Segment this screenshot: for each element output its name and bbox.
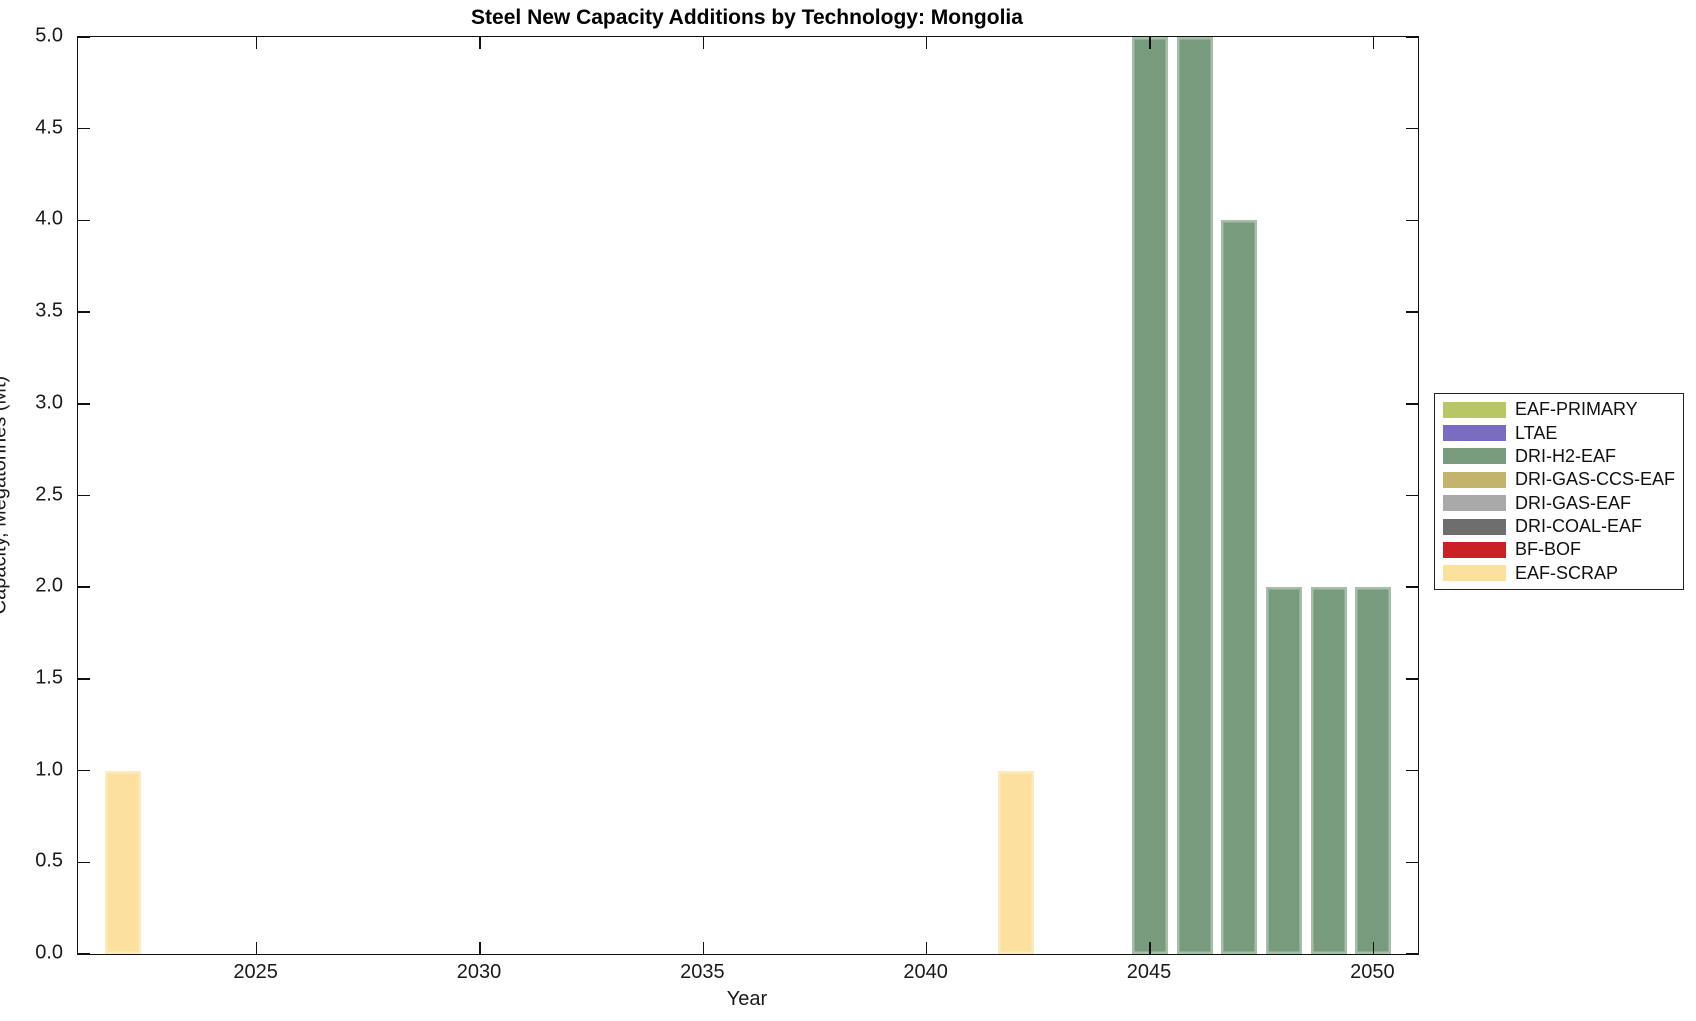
x-tick-mark-top — [925, 37, 928, 49]
y-tick-mark-left — [78, 586, 90, 588]
legend-swatch-dri-gas-ccs-eaf — [1443, 471, 1506, 488]
legend-swatch-eaf-primary — [1443, 401, 1506, 418]
x-tick-mark-bottom — [1372, 942, 1375, 954]
y-tick-mark-right — [1406, 769, 1418, 772]
x-tick-mark-top — [255, 37, 258, 49]
x-tick-mark-top — [1149, 37, 1151, 49]
x-tick-label-2045: 2045 — [1126, 961, 1172, 983]
legend-swatch-dri-coal-eaf — [1443, 518, 1506, 535]
y-axis-label: Capacity, Megatonnes (Mt) — [0, 375, 11, 615]
legend-swatch-ltae — [1443, 425, 1506, 442]
legend-item-eaf-scrap: EAF-SCRAP — [1435, 563, 1683, 584]
y-tick-label-2.5: 2.5 — [35, 483, 63, 505]
x-tick-mark-bottom — [1149, 942, 1151, 954]
x-tick-label-2035: 2035 — [680, 961, 725, 983]
y-tick-mark-left — [78, 494, 90, 497]
legend-swatch-bf-bof — [1443, 541, 1506, 558]
x-tick-mark-top — [702, 37, 705, 49]
y-tick-label-3.0: 3.0 — [35, 391, 63, 414]
y-tick-mark-left — [78, 403, 90, 405]
legend-item-bf-bof: BF-BOF — [1435, 539, 1683, 560]
bar-2049-dri-h2-eaf — [1310, 587, 1347, 954]
x-tick-label-2030: 2030 — [456, 961, 502, 983]
x-tick-label-2040: 2040 — [903, 961, 948, 983]
bar-2042-eaf-scrap — [998, 770, 1034, 954]
bar-2022-eaf-scrap — [104, 770, 141, 954]
x-tick-mark-bottom — [479, 942, 481, 954]
legend-item-dri-gas-ccs-eaf: DRI-GAS-CCS-EAF — [1435, 469, 1683, 490]
legend-label-bf-bof: BF-BOF — [1515, 539, 1581, 560]
legend-label-dri-coal-eaf: DRI-COAL-EAF — [1515, 516, 1643, 537]
legend-label-ltae: LTAE — [1515, 422, 1558, 443]
x-tick-label-2050: 2050 — [1350, 961, 1395, 983]
x-tick-mark-top — [479, 37, 481, 49]
x-tick-mark-bottom — [925, 942, 928, 954]
y-tick-mark-left — [78, 769, 90, 772]
legend-item-ltae: LTAE — [1435, 423, 1683, 444]
legend-item-dri-h2-eaf: DRI-H2-EAF — [1435, 446, 1683, 467]
x-axis-label: Year — [726, 988, 768, 1010]
x-tick-label-2025: 2025 — [233, 961, 278, 983]
legend-item-dri-gas-eaf: DRI-GAS-EAF — [1435, 493, 1683, 514]
y-tick-mark-left — [78, 678, 90, 680]
bar-2048-dri-h2-eaf — [1266, 587, 1302, 954]
y-tick-label-4.5: 4.5 — [35, 116, 63, 139]
y-tick-mark-right — [1406, 678, 1418, 680]
y-tick-label-4.0: 4.0 — [35, 207, 63, 230]
legend-item-dri-coal-eaf: DRI-COAL-EAF — [1435, 516, 1683, 537]
y-tick-mark-left — [78, 861, 90, 864]
y-tick-mark-right — [1406, 311, 1418, 313]
legend-label-dri-h2-eaf: DRI-H2-EAF — [1515, 445, 1617, 466]
y-tick-mark-left — [78, 953, 90, 955]
y-tick-label-1.0: 1.0 — [35, 758, 63, 781]
y-tick-mark-right — [1406, 36, 1418, 38]
y-tick-mark-right — [1406, 861, 1418, 864]
y-tick-mark-right — [1406, 586, 1418, 588]
y-tick-label-0.0: 0.0 — [35, 941, 63, 964]
bar-2047-dri-h2-eaf — [1221, 220, 1258, 954]
x-tick-mark-top — [1372, 37, 1375, 49]
legend-swatch-eaf-scrap — [1443, 565, 1506, 582]
legend-swatch-dri-h2-eaf — [1443, 448, 1506, 465]
legend-label-eaf-primary: EAF-PRIMARY — [1515, 399, 1638, 420]
y-tick-mark-left — [78, 219, 90, 222]
plot-area — [77, 36, 1419, 955]
y-tick-mark-right — [1406, 127, 1418, 130]
legend: EAF-PRIMARY LTAE DRI-H2-EAF DRI-GAS-CCS-EAF… — [1434, 393, 1684, 590]
y-tick-label-2.0: 2.0 — [35, 574, 63, 597]
y-tick-label-0.5: 0.5 — [35, 849, 63, 872]
y-tick-mark-right — [1406, 403, 1418, 405]
y-tick-mark-right — [1406, 494, 1418, 497]
y-tick-mark-left — [78, 36, 90, 38]
y-tick-mark-left — [78, 311, 90, 313]
legend-swatch-dri-gas-eaf — [1443, 495, 1506, 512]
y-tick-mark-left — [78, 127, 90, 130]
legend-label-dri-gas-eaf: DRI-GAS-EAF — [1515, 492, 1632, 513]
x-tick-mark-bottom — [255, 942, 258, 954]
chart-title: Steel New Capacity Additions by Technolo… — [471, 6, 1023, 29]
y-tick-label-1.5: 1.5 — [35, 666, 63, 689]
y-tick-mark-right — [1406, 953, 1418, 955]
legend-label-dri-gas-ccs-eaf: DRI-GAS-CCS-EAF — [1515, 469, 1676, 490]
bar-2046-dri-h2-eaf — [1176, 37, 1213, 954]
y-tick-label-3.5: 3.5 — [35, 299, 63, 322]
y-tick-mark-right — [1406, 219, 1418, 222]
y-tick-label-5.0: 5.0 — [35, 24, 63, 47]
legend-label-eaf-scrap: EAF-SCRAP — [1515, 562, 1619, 583]
legend-item-eaf-primary: EAF-PRIMARY — [1435, 399, 1683, 420]
x-tick-mark-bottom — [702, 942, 705, 954]
bar-2045-dri-h2-eaf — [1132, 37, 1168, 954]
bar-2050-dri-h2-eaf — [1355, 587, 1392, 954]
